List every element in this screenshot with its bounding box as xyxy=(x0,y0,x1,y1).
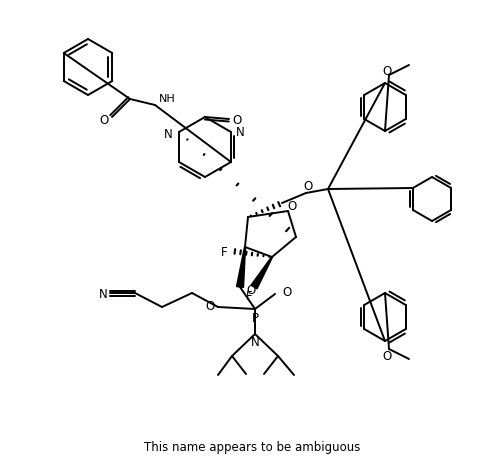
Text: O: O xyxy=(287,199,297,212)
Text: O: O xyxy=(282,285,291,298)
Text: O: O xyxy=(246,284,255,297)
Text: O: O xyxy=(303,179,313,192)
Text: N: N xyxy=(99,287,107,300)
Text: O: O xyxy=(382,64,392,77)
Text: O: O xyxy=(205,300,215,313)
Text: O: O xyxy=(232,113,241,126)
Polygon shape xyxy=(251,257,273,289)
Polygon shape xyxy=(236,247,245,288)
Text: N: N xyxy=(250,336,260,349)
Text: N: N xyxy=(164,127,173,140)
Text: O: O xyxy=(100,114,109,127)
Text: P: P xyxy=(252,312,259,325)
Text: N: N xyxy=(235,126,244,139)
Text: NH: NH xyxy=(159,94,176,104)
Text: This name appears to be ambiguous: This name appears to be ambiguous xyxy=(144,441,360,453)
Text: F: F xyxy=(221,245,227,258)
Text: F: F xyxy=(245,290,253,303)
Text: O: O xyxy=(382,349,392,362)
